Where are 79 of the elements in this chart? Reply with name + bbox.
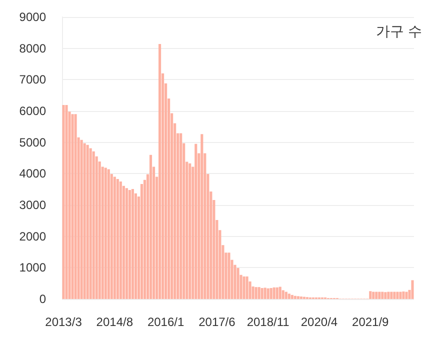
y-tick-label: 7000 xyxy=(19,72,46,87)
x-tick-label: 2017/6 xyxy=(198,315,236,329)
bar xyxy=(62,105,65,299)
bar xyxy=(194,144,198,299)
bar xyxy=(381,292,384,299)
bar xyxy=(393,292,396,299)
bar xyxy=(107,169,110,299)
y-tick-label: 8000 xyxy=(19,41,46,56)
bar xyxy=(158,44,162,299)
bar xyxy=(284,292,288,299)
y-tick-label: 3000 xyxy=(19,198,46,212)
bar xyxy=(80,140,83,299)
bar xyxy=(288,294,290,299)
bar xyxy=(378,292,381,299)
bar xyxy=(131,189,134,299)
bar xyxy=(74,114,77,299)
bar xyxy=(387,292,390,299)
y-tick-label: 1000 xyxy=(19,260,46,275)
bar xyxy=(390,292,393,299)
bar xyxy=(228,252,230,299)
bar xyxy=(149,154,152,299)
bar xyxy=(375,292,378,299)
bar xyxy=(405,292,408,299)
bar xyxy=(125,188,128,299)
x-tick-label: 2013/3 xyxy=(45,315,82,329)
bar xyxy=(411,280,414,299)
bar xyxy=(266,288,270,299)
bar xyxy=(119,182,122,299)
bar xyxy=(294,296,296,299)
bar xyxy=(372,292,375,299)
x-tick-label: 2016/1 xyxy=(147,315,184,329)
y-tick-label: 0 xyxy=(39,292,46,306)
bar xyxy=(276,287,278,299)
x-tick-label: 2014/8 xyxy=(96,315,134,329)
bar xyxy=(300,296,302,299)
bar xyxy=(258,287,260,299)
bar xyxy=(396,292,399,299)
bar xyxy=(282,290,284,299)
bar xyxy=(264,288,266,299)
bar xyxy=(140,184,144,299)
bar xyxy=(116,178,119,299)
bar xyxy=(83,143,86,299)
bar xyxy=(113,176,116,299)
bar xyxy=(188,163,192,299)
bar xyxy=(134,193,137,299)
bar xyxy=(180,133,182,299)
bar xyxy=(272,287,276,299)
bar xyxy=(260,288,264,299)
x-tick-label: 2020/4 xyxy=(300,315,338,329)
bar xyxy=(92,151,95,299)
bar xyxy=(254,287,258,299)
bar xyxy=(65,105,68,299)
bar xyxy=(270,288,272,299)
x-tick-label: 2018/11 xyxy=(246,315,290,329)
bar xyxy=(384,292,387,299)
bar xyxy=(86,144,89,299)
y-tick-label: 5000 xyxy=(19,135,46,150)
bar xyxy=(296,296,300,299)
bar xyxy=(128,190,131,299)
bar xyxy=(200,134,204,299)
bar xyxy=(110,174,113,299)
bar xyxy=(122,186,125,299)
x-tick-label: 2021/9 xyxy=(352,315,390,329)
bar xyxy=(369,291,372,299)
y-tick-label: 2000 xyxy=(19,229,46,244)
bar xyxy=(278,286,282,299)
bar xyxy=(290,294,294,299)
bar xyxy=(236,268,240,299)
annotation: 가구 수 xyxy=(376,23,422,39)
y-tick-label: 9000 xyxy=(19,10,46,24)
bar xyxy=(104,168,107,299)
bar xyxy=(399,292,402,299)
bar xyxy=(89,148,92,299)
y-tick-label: 6000 xyxy=(19,104,46,118)
bar xyxy=(402,291,405,299)
bar xyxy=(71,114,74,299)
y-tick-label: 4000 xyxy=(19,166,46,181)
bar xyxy=(242,276,246,299)
bar xyxy=(246,276,248,299)
